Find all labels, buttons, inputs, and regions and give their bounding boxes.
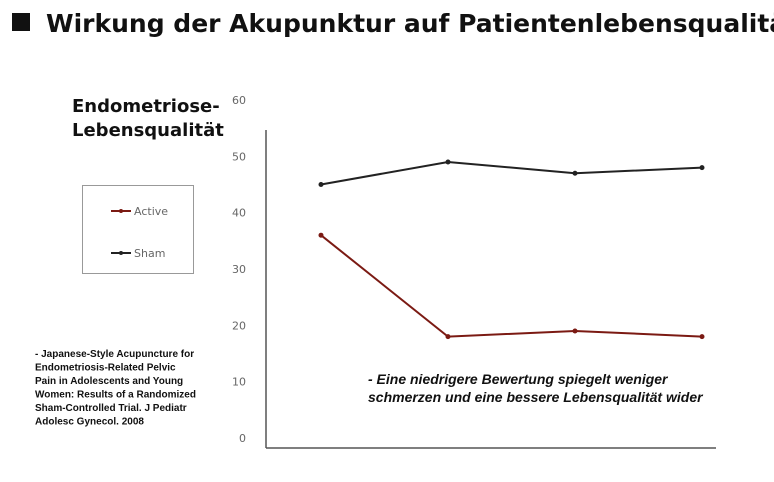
- source-note: Pain in Adolescents and Young: [35, 376, 183, 387]
- data-point: [572, 170, 578, 176]
- source-note: - Japanese-Style Acupuncture for: [35, 349, 194, 360]
- source-note: Adolesc Gynecol. 2008: [35, 417, 144, 428]
- legend-box: [82, 185, 194, 274]
- series-line: [320, 160, 703, 186]
- legend-label: Sham: [134, 247, 165, 260]
- data-point: [699, 165, 705, 171]
- annotation: - Eine niedrigere Bewertung spiegelt wen…: [368, 371, 669, 387]
- data-point: [572, 328, 578, 334]
- y-tick-label: 0: [239, 432, 246, 445]
- source-note: Sham-Controlled Trial. J Pediatr: [35, 403, 187, 414]
- slide-title: Wirkung der Akupunktur auf Patientenlebe…: [46, 9, 774, 38]
- y-axis-title: Lebensqualität: [72, 120, 224, 141]
- data-point: [318, 232, 324, 238]
- y-tick-label: 50: [232, 150, 246, 163]
- data-point: [445, 159, 451, 165]
- y-tick-label: 40: [232, 207, 246, 220]
- legend-swatch-dot: [119, 209, 123, 213]
- source-note: Women: Results of a Randomized: [35, 390, 196, 401]
- legend-swatch-dot: [119, 251, 123, 255]
- y-axis-title: Endometriose-: [72, 96, 220, 117]
- data-point: [445, 334, 451, 340]
- y-tick-label: 30: [232, 263, 246, 276]
- annotation: schmerzen und eine bessere Lebensqualitä…: [368, 389, 704, 405]
- y-tick-label: 20: [232, 319, 246, 332]
- source-note: Endometriosis-Related Pelvic: [35, 363, 176, 374]
- data-point: [318, 182, 324, 187]
- y-tick-label: 10: [232, 376, 246, 389]
- legend-label: Active: [134, 205, 168, 218]
- title-bullet: [12, 13, 30, 31]
- data-point: [699, 334, 705, 340]
- series-line: [320, 234, 703, 338]
- y-tick-label: 60: [232, 94, 246, 107]
